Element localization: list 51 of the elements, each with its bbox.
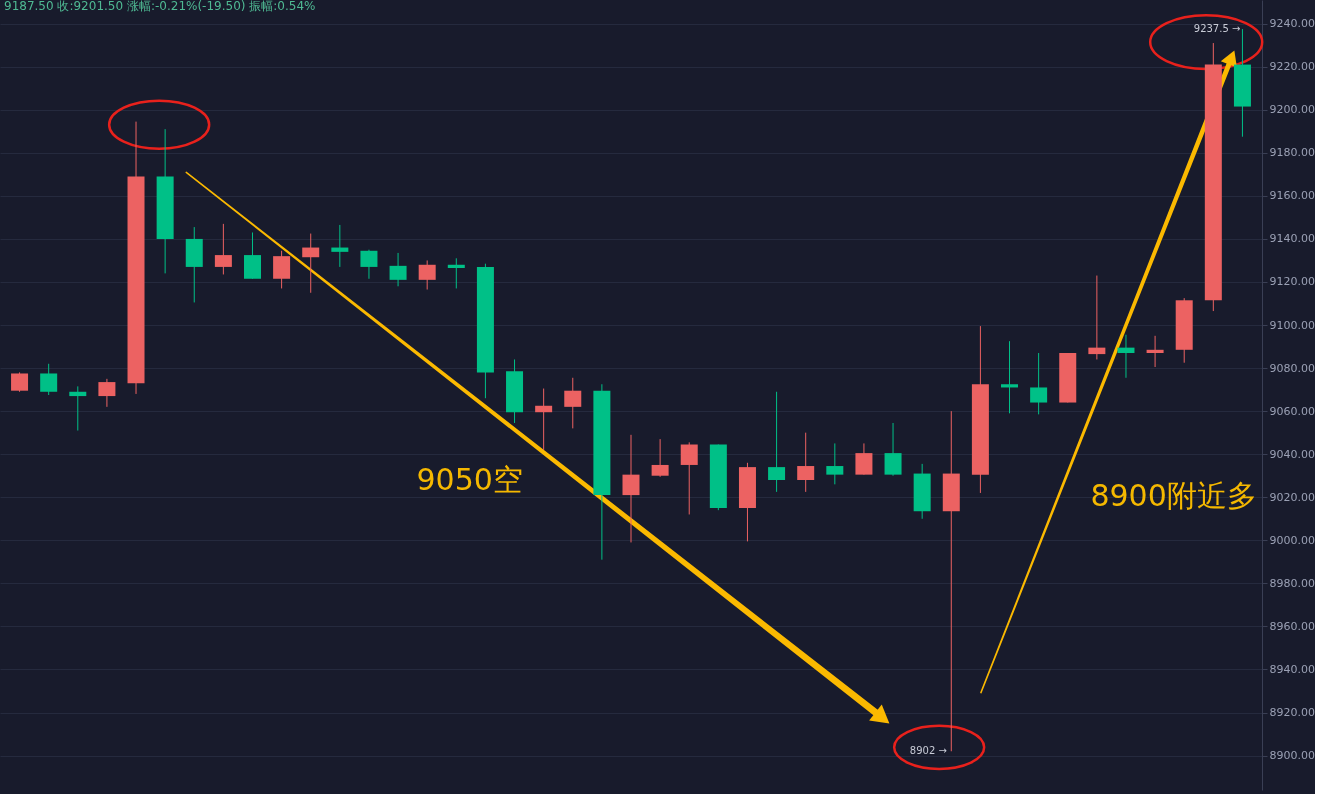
candlestick — [389, 252, 407, 287]
annotation: 8902 → — [909, 745, 947, 757]
candlestick — [1088, 275, 1106, 360]
y-tick-label: 9020.00 — [1269, 490, 1315, 504]
candlestick — [1146, 335, 1164, 368]
candlestick — [1030, 352, 1048, 415]
y-tick-label: 8960.00 — [1269, 619, 1315, 633]
candlestick — [302, 233, 320, 294]
candlestick — [418, 259, 436, 291]
y-tick-label: 9120.00 — [1269, 275, 1315, 289]
y-tick-label: 9180.00 — [1269, 146, 1315, 160]
y-tick-label: 8900.00 — [1269, 749, 1315, 763]
candlestick — [535, 388, 553, 451]
y-tick-label: 9160.00 — [1269, 189, 1315, 203]
annotation: 9187.50 收:9201.50 涨幅:-0.21%(-19.50) 振幅:0.54% — [4, 0, 316, 13]
y-tick-label: 9220.00 — [1269, 60, 1315, 74]
annotation: 9050空 — [416, 461, 523, 497]
candlestick — [1001, 340, 1019, 414]
y-tick-label: 9100.00 — [1269, 318, 1315, 332]
candlestick — [564, 377, 582, 429]
candlestick — [40, 363, 58, 396]
y-tick-label: 9200.00 — [1269, 103, 1315, 117]
candlestick — [273, 250, 291, 289]
candlestick — [447, 257, 465, 289]
candlestick — [360, 249, 378, 280]
candlestick — [69, 385, 87, 432]
y-tick-label: 9080.00 — [1269, 361, 1315, 375]
candlestick — [768, 391, 786, 493]
candlestick — [1117, 334, 1135, 379]
candlestick — [214, 223, 232, 275]
y-tick-label: 9140.00 — [1269, 232, 1315, 246]
y-tick-label: 8980.00 — [1269, 576, 1315, 590]
candlestick — [11, 371, 29, 393]
candlestick — [243, 231, 261, 280]
candlestick — [680, 441, 698, 515]
candlestick — [797, 432, 815, 493]
annotation: 9237.5 → — [1193, 23, 1241, 35]
candlestick — [884, 422, 902, 477]
candlestick — [331, 224, 349, 268]
y-tick-label: 9000.00 — [1269, 533, 1315, 547]
candlestick — [98, 378, 116, 408]
y-tick-label: 9060.00 — [1269, 404, 1315, 418]
y-tick-label: 8940.00 — [1269, 662, 1315, 676]
y-tick-label: 8920.00 — [1269, 706, 1315, 720]
candlestick — [855, 442, 873, 476]
y-tick-label: 9040.00 — [1269, 447, 1315, 461]
candlestick — [826, 442, 844, 485]
candlestick — [651, 438, 669, 478]
annotation: 8900附近多 — [1090, 477, 1257, 513]
y-tick-label: 9240.00 — [1269, 17, 1315, 31]
candlestick — [622, 434, 640, 543]
